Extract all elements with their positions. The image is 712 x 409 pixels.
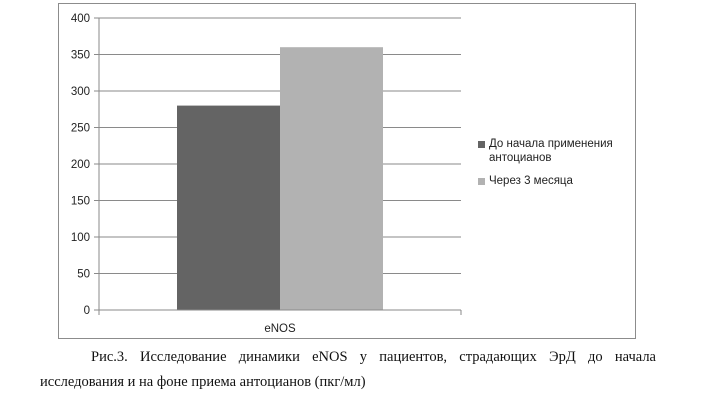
chart-legend: До начала применения антоцианов Через 3 … — [478, 137, 638, 197]
bar-chart: 0 50 100 150 200 250 300 350 400 eNOS — [71, 13, 462, 335]
y-tick-label: 0 — [84, 305, 90, 317]
caption-text: Рис.3. Исследование динамики eNOS у паци… — [40, 349, 656, 390]
legend-label-before: До начала применения антоцианов — [489, 138, 613, 164]
y-tick-label: 150 — [71, 196, 90, 208]
legend-item-after: Через 3 месяца — [478, 174, 638, 188]
y-tick-label: 250 — [71, 123, 90, 135]
chart-frame: 0 50 100 150 200 250 300 350 400 eNOS — [58, 3, 636, 339]
y-tick-label: 350 — [71, 50, 90, 62]
bar-before — [177, 105, 280, 310]
y-tick-label: 50 — [77, 269, 90, 281]
y-tick-label: 200 — [71, 159, 90, 171]
y-tick-label: 300 — [71, 86, 90, 98]
legend-swatch-before — [478, 140, 485, 148]
legend-swatch-after — [478, 177, 485, 185]
legend-label-after: Через 3 месяца — [489, 175, 573, 187]
y-tick-label: 100 — [71, 232, 90, 244]
bar-after — [280, 47, 383, 310]
x-category-label: eNOS — [264, 323, 296, 335]
legend-item-before: До начала применения антоцианов — [478, 137, 638, 165]
y-tick-label: 400 — [71, 13, 90, 25]
figure-caption: Рис.3. Исследование динамики eNOS у паци… — [0, 345, 712, 395]
